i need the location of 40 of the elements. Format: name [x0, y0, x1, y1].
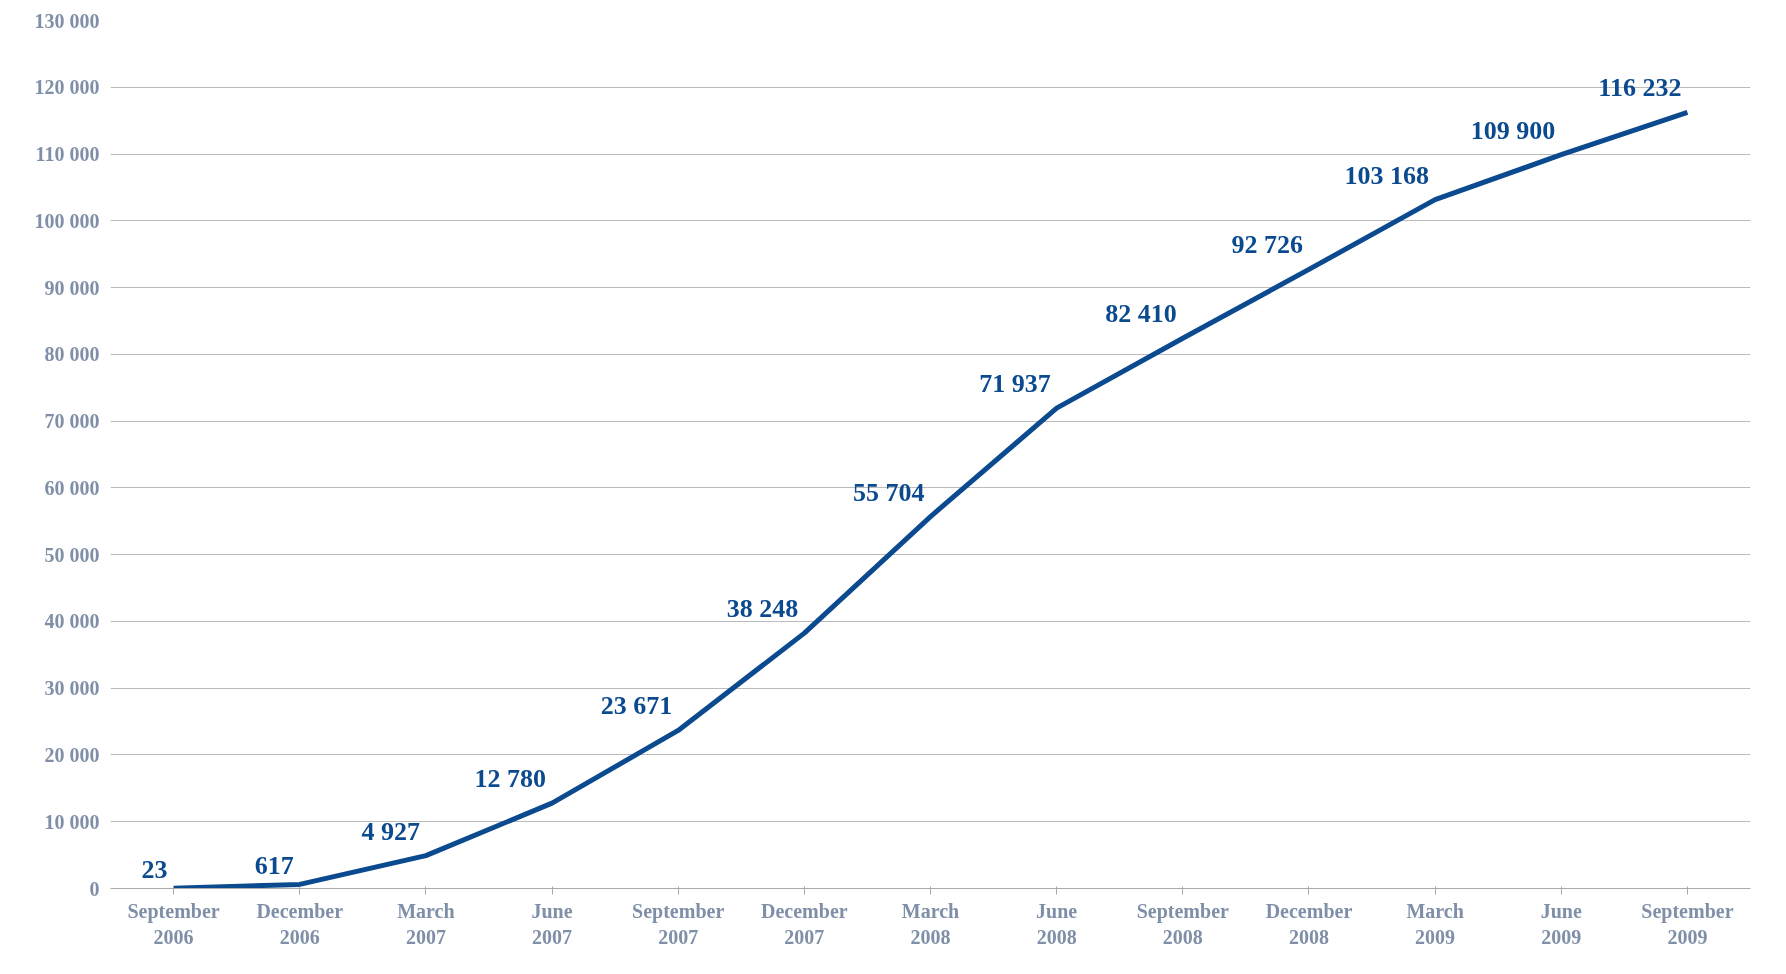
x-tick-label: September 2007	[632, 899, 725, 948]
y-tick-label: 70 000	[44, 410, 100, 433]
y-tick-label: 60 000	[44, 476, 100, 499]
y-tick-label: 10 000	[44, 810, 100, 833]
x-tick-label: September 2009	[1641, 899, 1734, 948]
data-label: 116 232	[1598, 73, 1682, 103]
x-tick-label: June 2008	[1036, 899, 1078, 948]
data-label: 38 248	[726, 594, 799, 624]
y-tick-label: 20 000	[44, 743, 100, 766]
data-label: 617	[254, 851, 294, 881]
data-label: 109 900	[1470, 115, 1556, 145]
data-label: 82 410	[1105, 299, 1177, 329]
data-label: 12 780	[474, 764, 547, 794]
x-tick-label: March 2008	[901, 899, 960, 948]
data-label: 23 671	[600, 691, 673, 721]
data-label: 71 937	[979, 369, 1051, 399]
y-tick-label: 40 000	[44, 610, 100, 633]
x-tick-label: September 2008	[1136, 899, 1230, 948]
data-label: 103 168	[1344, 160, 1430, 190]
y-tick-label: 80 000	[44, 343, 100, 366]
x-tick-label: June 2009	[1540, 899, 1582, 948]
x-tick-label: December 2006	[256, 899, 344, 948]
data-label: 92 726	[1231, 230, 1303, 260]
y-tick-label: 0	[89, 877, 100, 900]
y-tick-label: 100 000	[34, 209, 100, 232]
y-tick-label: 50 000	[44, 543, 100, 566]
y-tick-label: 120 000	[34, 76, 100, 99]
x-tick-label: September 2006	[127, 899, 220, 948]
data-label: 55 704	[853, 477, 925, 507]
y-tick-label: 90 000	[44, 276, 100, 299]
data-label: 23	[141, 855, 168, 885]
x-tick-label: March 2007	[397, 899, 455, 948]
y-tick-label: 30 000	[44, 677, 100, 700]
x-tick-label: December 2008	[1265, 899, 1353, 948]
x-tick-label: June 2007	[531, 899, 573, 948]
y-tick-label: 130 000	[34, 9, 100, 32]
data-label: 4 927	[361, 816, 420, 846]
y-tick-label: 110 000	[35, 143, 100, 166]
x-tick-label: December 2007	[761, 899, 848, 948]
x-tick-label: March 2009	[1406, 899, 1464, 948]
